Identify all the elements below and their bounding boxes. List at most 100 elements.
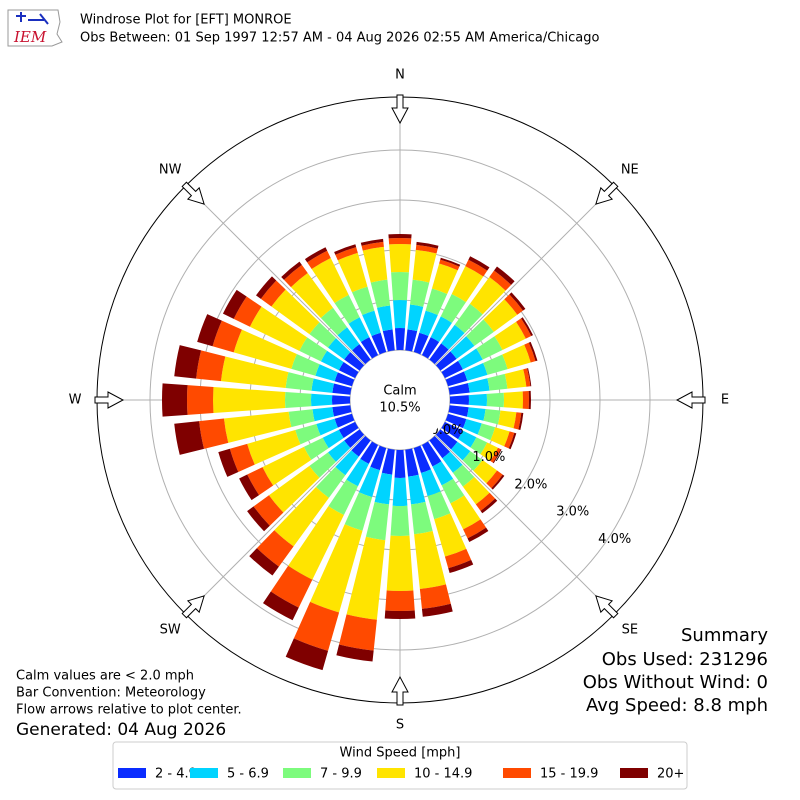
legend-box (112, 741, 688, 790)
summary-line: Avg Speed: 8.8 mph (586, 695, 768, 716)
wind-bar-segment (413, 445, 431, 474)
wind-bar-segment (415, 244, 438, 254)
calm-center (353, 353, 447, 447)
wind-bar-segment (291, 354, 320, 376)
wind-bar-segment (285, 638, 329, 671)
wind-bar-segment (473, 459, 498, 484)
wind-bar-segment (513, 412, 522, 430)
wind-bar-segment (462, 451, 483, 471)
wind-bar-segment (451, 266, 484, 303)
wind-bar-segment (304, 247, 328, 263)
wind-bar-segment (431, 263, 458, 295)
wind-bar-segment (381, 448, 395, 475)
legend-label: 15 - 19.9 (540, 767, 598, 782)
flow-arrow (181, 595, 205, 619)
wind-bar-segment (425, 288, 448, 316)
wind-bar-segment (412, 249, 437, 283)
wind-bar-segment (430, 316, 453, 342)
wind-bar-segment (327, 338, 351, 360)
wind-bar-segment (293, 601, 340, 651)
wind-bar-segment (394, 327, 406, 351)
wind-bar-segment (458, 430, 477, 448)
wind-bar-segment (388, 233, 412, 239)
wind-bar-segment (239, 474, 260, 501)
wind-bar-segment (281, 261, 302, 280)
wind-bar-segment (315, 466, 346, 498)
wind-bar-segment (262, 591, 299, 621)
wind-bar-segment (352, 344, 371, 365)
wind-bar-segment (492, 449, 502, 464)
wind-bar-segment (337, 327, 360, 351)
direction-label: NE (621, 163, 639, 178)
wind-bar-segment (444, 548, 472, 569)
wind-bar-segment (405, 448, 419, 477)
wind-bar-segment (467, 378, 490, 393)
wind-bar-segment (288, 506, 344, 580)
wind-bar-segment (334, 244, 357, 255)
direction-label: S (396, 718, 404, 733)
wind-bar-segment (360, 238, 384, 246)
wind-bar-segment (344, 492, 373, 531)
wind-bar-segment (249, 306, 308, 351)
legend-label: 2 - 4.9 (155, 767, 197, 782)
grid-spoke (435, 185, 615, 365)
direction-label: NW (159, 163, 182, 178)
wind-bar-segment (374, 472, 393, 505)
flow-arrow (595, 181, 619, 205)
wind-bar-segment (283, 264, 308, 288)
legend-swatch (620, 768, 648, 778)
wind-bar-segment (212, 320, 242, 353)
plot-area: N NE E SE S SW W NW 0.0% 1.0% 2.0% 3.0% 4.0% Calm 10.5… (69, 68, 730, 733)
wind-bar-segment (503, 391, 524, 409)
legend-swatch (118, 768, 146, 778)
wind-bar-segment (303, 437, 329, 460)
wind-bar-segment (382, 329, 395, 352)
wind-bar-segment (445, 371, 468, 387)
wind-bar-segment (466, 319, 494, 346)
flow-arrow (391, 94, 409, 125)
wind-bar-segment (344, 429, 365, 448)
wind-bar-segment (451, 441, 471, 461)
direction-label: SE (622, 622, 638, 637)
wind-bar-segment (523, 368, 531, 387)
wind-bar-segment (391, 272, 409, 301)
wind-bar-segment (450, 495, 481, 530)
ring-label: 3.0% (556, 505, 589, 520)
grid-spoke (435, 435, 615, 615)
wind-bar-segment (270, 565, 313, 608)
flow-arrow (595, 595, 619, 619)
wind-bar-segment (174, 421, 205, 455)
wind-bar-segment (370, 279, 391, 308)
wind-bar-segment (290, 272, 333, 318)
wind-bar-segment (390, 505, 410, 536)
wind-bar-segment (284, 391, 312, 409)
legend-swatch (190, 768, 218, 778)
ring-label: 2.0% (514, 477, 547, 492)
wind-bar-segment (161, 383, 188, 417)
wind-bar-segment (249, 548, 279, 576)
wind-bar-segment (247, 430, 301, 465)
wind-bar-segment (497, 410, 517, 429)
wind-bar-segment (486, 392, 505, 408)
wind-bar-segment (442, 451, 463, 473)
wind-bar-segment (475, 492, 496, 511)
wind-bar-segment (247, 467, 274, 496)
wind-bar-segment (480, 498, 498, 514)
wind-bar-segment (483, 408, 501, 425)
wind-bar-segment (445, 413, 467, 429)
wind-bar-segment (516, 318, 532, 339)
flow-arrow (94, 391, 125, 409)
direction-label: SW (160, 622, 181, 637)
wind-bar-segment (352, 286, 375, 316)
wind-bar-segment (332, 395, 351, 405)
direction-label: W (69, 393, 82, 408)
wind-bar-segment (360, 337, 379, 359)
ring-label: 0.0% (430, 423, 463, 438)
wind-bar-segment (448, 559, 474, 574)
wind-bar-segment (320, 307, 348, 336)
wind-bar-segment (441, 478, 465, 504)
summary-line: Obs Without Wind: 0 (583, 672, 768, 693)
wind-bar-segment (458, 348, 483, 370)
wind-bar-segment (421, 337, 440, 359)
